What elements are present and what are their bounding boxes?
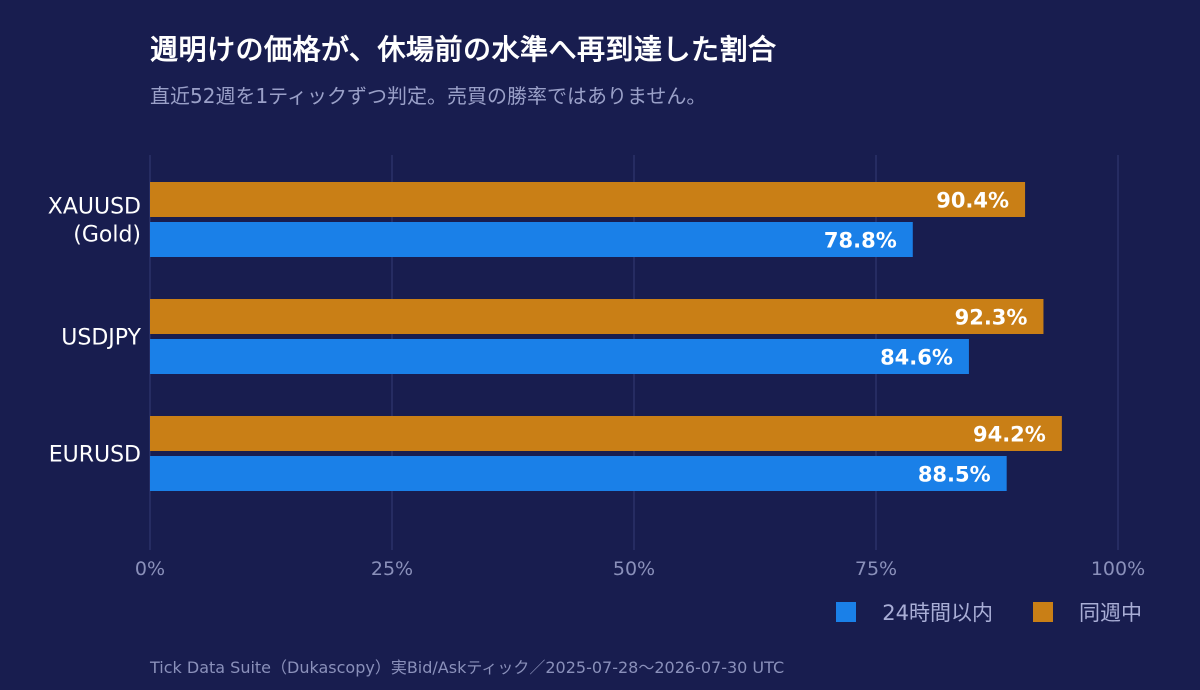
x-tick-label: 100% — [1091, 558, 1145, 580]
legend-swatch-24h — [836, 602, 857, 622]
y-tick-label: (Gold) — [73, 223, 141, 248]
bar — [150, 222, 913, 257]
data-label: 90.4% — [936, 189, 1009, 213]
bar — [150, 339, 969, 374]
legend-item-24h: 24時間以内 — [836, 597, 993, 627]
x-tick-label: 75% — [855, 558, 897, 580]
bar — [150, 456, 1007, 491]
x-tick-label: 0% — [135, 558, 165, 580]
legend-label-24h: 24時間以内 — [882, 601, 993, 625]
x-tick-label: 25% — [371, 558, 413, 580]
data-label: 94.2% — [973, 423, 1046, 447]
chart-subtitle: 直近52週を1ティックずつ判定。売買の勝率ではありません。 — [150, 84, 707, 108]
y-tick-label: XAUUSD — [48, 195, 141, 220]
bar — [150, 299, 1044, 334]
data-label: 84.6% — [880, 346, 953, 370]
data-label: 78.8% — [824, 229, 897, 253]
y-tick-label: USDJPY — [61, 326, 141, 351]
legend-item-same-week: 同週中 — [1033, 597, 1142, 627]
data-label: 92.3% — [955, 306, 1028, 330]
bar — [150, 182, 1026, 217]
legend-label-same-week: 同週中 — [1079, 601, 1142, 625]
y-tick-label: EURUSD — [49, 443, 141, 468]
bar — [150, 416, 1062, 451]
chart-title: 週明けの価格が、休場前の水準へ再到達した割合 — [150, 33, 777, 66]
legend-swatch-same-week — [1033, 602, 1053, 622]
source-footnote: Tick Data Suite（Dukascopy）実Bid/Askティック／2… — [150, 658, 785, 677]
legend: 24時間以内 同週中 — [796, 597, 1142, 627]
x-tick-label: 50% — [613, 558, 655, 580]
data-label: 88.5% — [918, 463, 991, 487]
